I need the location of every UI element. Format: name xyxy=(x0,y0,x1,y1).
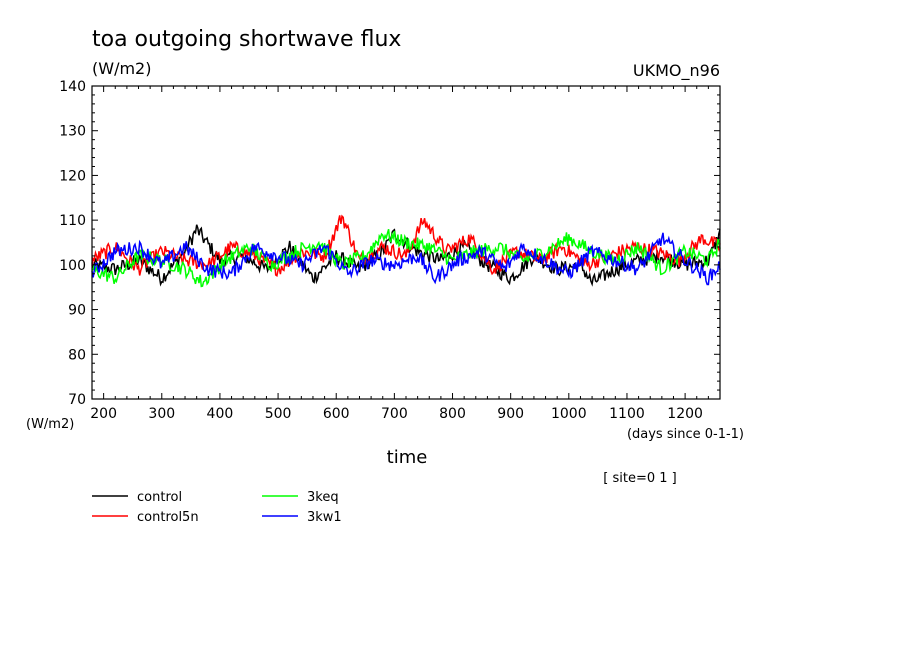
y-tick-label: 90 xyxy=(68,303,86,319)
series-line-3kw1 xyxy=(91,232,721,286)
x-tick-label: 600 xyxy=(323,406,350,422)
series-line-3keq xyxy=(91,228,721,288)
x-tick-label: 300 xyxy=(148,406,175,422)
y-tick-label: 100 xyxy=(59,258,86,274)
y-tick-label: 70 xyxy=(68,392,86,408)
axis-ticks: 70 80 90 100 110 120 130 140 200 300 400 500 600 700 8… xyxy=(59,79,721,422)
x-tick-label: 400 xyxy=(207,406,234,422)
x-tick-label: 1200 xyxy=(667,406,703,422)
x-tick-label: 1100 xyxy=(609,406,645,422)
chart-subtitle: (W/m2) xyxy=(92,59,151,78)
site-label: [ site=0 1 ] xyxy=(603,471,676,486)
x-tick-label: 700 xyxy=(381,406,408,422)
y-tick-label: 140 xyxy=(59,79,86,95)
legend-label-control: control xyxy=(137,490,182,505)
chart-title: toa outgoing shortwave flux xyxy=(92,27,401,52)
x-tick-label: 900 xyxy=(497,406,524,422)
x-tick-label: 200 xyxy=(90,406,117,422)
y-axis-unit: (W/m2) xyxy=(26,417,74,432)
series-lines xyxy=(91,214,721,288)
x-tick-label: 500 xyxy=(265,406,292,422)
model-label: UKMO_n96 xyxy=(633,61,720,81)
x-tick-label: 1000 xyxy=(551,406,587,422)
y-tick-label: 110 xyxy=(59,213,86,229)
y-tick-label: 120 xyxy=(59,168,86,184)
y-tick-label: 80 xyxy=(68,347,86,363)
y-tick-label: 130 xyxy=(59,124,86,140)
x-axis-unit: (days since 0-1-1) xyxy=(627,427,744,442)
legend-label-3keq: 3keq xyxy=(307,490,339,505)
legend-label-3kw1: 3kw1 xyxy=(307,510,342,525)
legend: control control5n 3keq 3kw1 xyxy=(92,490,342,525)
x-tick-label: 800 xyxy=(439,406,466,422)
series-line-control5n xyxy=(91,214,721,278)
legend-label-control5n: control5n xyxy=(137,510,199,525)
x-axis-label: time xyxy=(387,447,428,468)
